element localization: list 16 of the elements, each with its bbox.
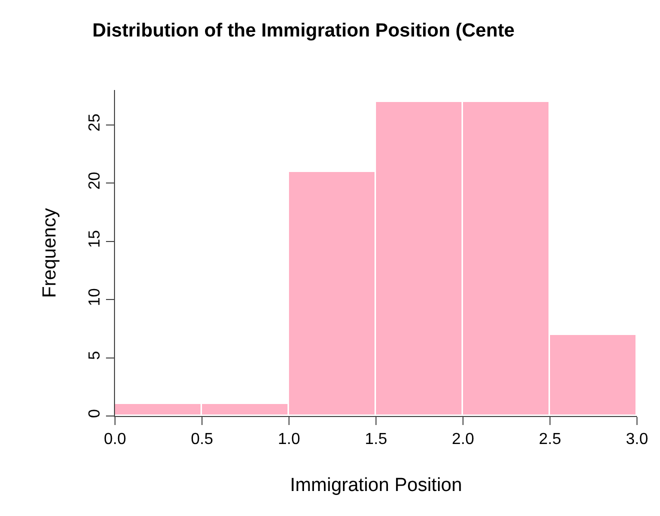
- y-tick-label: 20: [86, 172, 104, 190]
- x-tick-label: 2.5: [538, 431, 562, 448]
- x-tick-label: 1.0: [278, 431, 300, 448]
- x-tick-label: 2.0: [452, 431, 474, 448]
- y-axis-title: Frequency: [39, 208, 60, 298]
- y-tick-label: 15: [86, 230, 104, 248]
- y-tick-label: 5: [86, 350, 104, 360]
- x-tick-label: 0.0: [104, 431, 126, 448]
- x-tick-label: 1.5: [364, 431, 388, 448]
- y-tick-label: 10: [86, 288, 104, 306]
- y-tick-label: 0: [86, 409, 104, 418]
- y-tick-label: 25: [86, 114, 104, 132]
- x-tick-label: 3.0: [626, 431, 648, 448]
- chart-title: Distribution of the Immigration Position (Cente: [92, 20, 515, 42]
- x-tick-label: 0.5: [190, 431, 214, 448]
- x-axis-title: Immigration Position: [290, 475, 462, 496]
